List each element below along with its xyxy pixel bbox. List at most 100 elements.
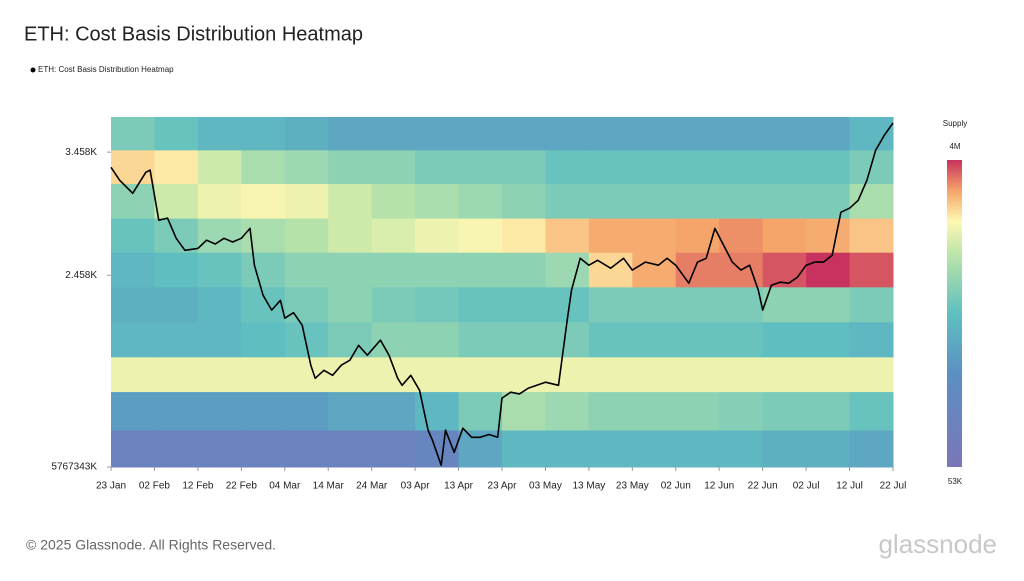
heatmap-cell xyxy=(632,321,677,358)
heatmap-cell xyxy=(415,218,460,253)
heatmap-cell xyxy=(284,356,329,393)
heatmap-cell xyxy=(806,430,851,468)
heatmap-cell xyxy=(328,356,373,393)
heatmap-cell xyxy=(458,252,503,288)
heatmap-cell xyxy=(284,430,329,468)
heatmap-cell xyxy=(632,391,677,431)
heatmap-cell xyxy=(241,149,286,184)
x-tick-label: 13 May xyxy=(572,481,605,492)
heatmap-cell xyxy=(415,321,460,358)
heatmap-cell xyxy=(849,356,894,393)
heatmap-cell xyxy=(197,183,242,219)
heatmap-cell xyxy=(762,286,807,323)
heatmap-cell xyxy=(849,321,894,358)
heatmap-cell xyxy=(458,321,503,358)
heatmap-cell xyxy=(415,149,460,184)
heatmap-cell xyxy=(588,356,633,393)
heatmap-cell xyxy=(458,430,503,468)
heatmap-cell xyxy=(415,286,460,323)
y-tick-label: 2.458K xyxy=(65,270,97,281)
heatmap-cell xyxy=(241,183,286,219)
heatmap-cell xyxy=(762,356,807,393)
heatmap-cell xyxy=(197,356,242,393)
heatmap-cell xyxy=(284,321,329,358)
heatmap-cell xyxy=(849,218,894,253)
heatmap-cell xyxy=(762,117,807,151)
heatmap-cell xyxy=(284,218,329,253)
heatmap-cell xyxy=(328,117,373,151)
x-tick-label: 12 Jun xyxy=(704,481,734,492)
heatmap-cell xyxy=(632,218,677,253)
heatmap-cell xyxy=(197,391,242,431)
heatmap-cell xyxy=(502,391,546,431)
heatmap-cell xyxy=(415,183,460,219)
heatmap-cell xyxy=(545,391,590,431)
heatmap-cell xyxy=(502,430,546,468)
heatmap-cell xyxy=(154,430,199,468)
heatmap-cell xyxy=(849,252,894,288)
heatmap-cell xyxy=(154,183,199,219)
heatmap-cell xyxy=(502,183,546,219)
heatmap-cell xyxy=(588,149,633,184)
heatmap-cell xyxy=(762,252,807,288)
x-tick-label: 24 Mar xyxy=(356,481,388,492)
heatmap-cell xyxy=(588,117,633,151)
heatmap-cell xyxy=(545,149,590,184)
heatmap-cell xyxy=(806,218,851,253)
heatmap-cell xyxy=(111,321,155,358)
heatmap-cell xyxy=(328,252,373,288)
colorbar-title: Supply xyxy=(943,119,967,128)
heatmap-cell xyxy=(675,252,720,288)
heatmap-cell xyxy=(111,218,155,253)
heatmap-cell xyxy=(154,356,199,393)
heatmap-cell xyxy=(632,149,677,184)
heatmap-cell xyxy=(371,218,416,253)
x-tick-label: 23 Jan xyxy=(96,481,126,492)
heatmap-cell xyxy=(371,286,416,323)
heatmap-cell xyxy=(545,430,590,468)
colorbar xyxy=(947,160,962,467)
heatmap-cell xyxy=(284,391,329,431)
heatmap-cell xyxy=(328,218,373,253)
x-tick-label: 23 Apr xyxy=(488,481,518,492)
heatmap-cell xyxy=(675,149,720,184)
heatmap-cell xyxy=(632,117,677,151)
heatmap-cell xyxy=(502,117,546,151)
x-tick-label: 04 Mar xyxy=(269,481,301,492)
x-tick-label: 03 May xyxy=(529,481,562,492)
heatmap-cell xyxy=(632,183,677,219)
heatmap-cell xyxy=(458,391,503,431)
heatmap-cell xyxy=(675,183,720,219)
price-line xyxy=(110,122,894,467)
heatmap-cell xyxy=(371,430,416,468)
heatmap-cell xyxy=(849,183,894,219)
heatmap-cell xyxy=(241,218,286,253)
heatmap-cell xyxy=(111,391,155,431)
heatmap-cell xyxy=(762,321,807,358)
heatmap-cell xyxy=(111,286,155,323)
heatmap-cell xyxy=(197,321,242,358)
heatmap-cell xyxy=(502,286,546,323)
heatmap-cell xyxy=(415,356,460,393)
heatmap-cell xyxy=(328,183,373,219)
heatmap-cell xyxy=(284,149,329,184)
heatmap-cell xyxy=(762,391,807,431)
heatmap-cell xyxy=(458,183,503,219)
heatmap-cell xyxy=(502,356,546,393)
heatmap-cell xyxy=(762,183,807,219)
heatmap-cell xyxy=(154,286,199,323)
heatmap-cell xyxy=(154,321,199,358)
x-tick-label: 14 Mar xyxy=(313,481,345,492)
heatmap-cell xyxy=(588,430,633,468)
heatmap-cell xyxy=(197,430,242,468)
heatmap-cell xyxy=(197,218,242,253)
heatmap-cell xyxy=(241,356,286,393)
heatmap-cell xyxy=(675,430,720,468)
heatmap-cell xyxy=(719,430,764,468)
heatmap-cell xyxy=(762,149,807,184)
heatmap-cell xyxy=(458,286,503,323)
heatmap-cell xyxy=(415,391,460,431)
heatmap-cell xyxy=(588,183,633,219)
